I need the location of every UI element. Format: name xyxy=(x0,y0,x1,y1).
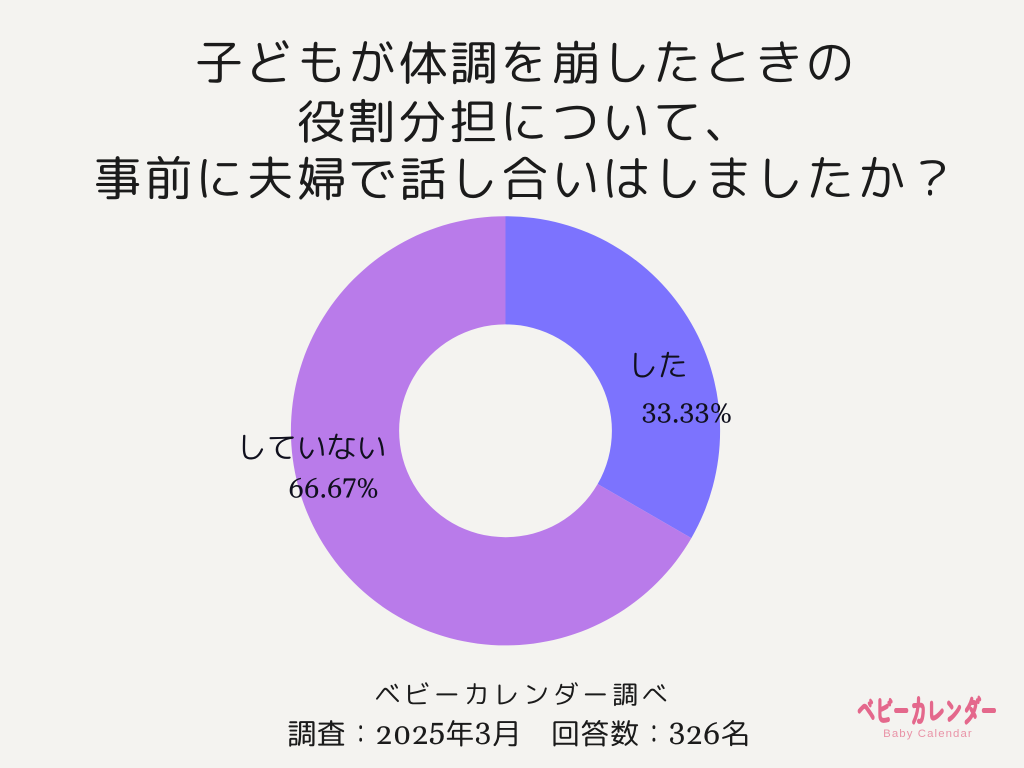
svg-text:Baby Calendar: Baby Calendar xyxy=(883,728,973,740)
